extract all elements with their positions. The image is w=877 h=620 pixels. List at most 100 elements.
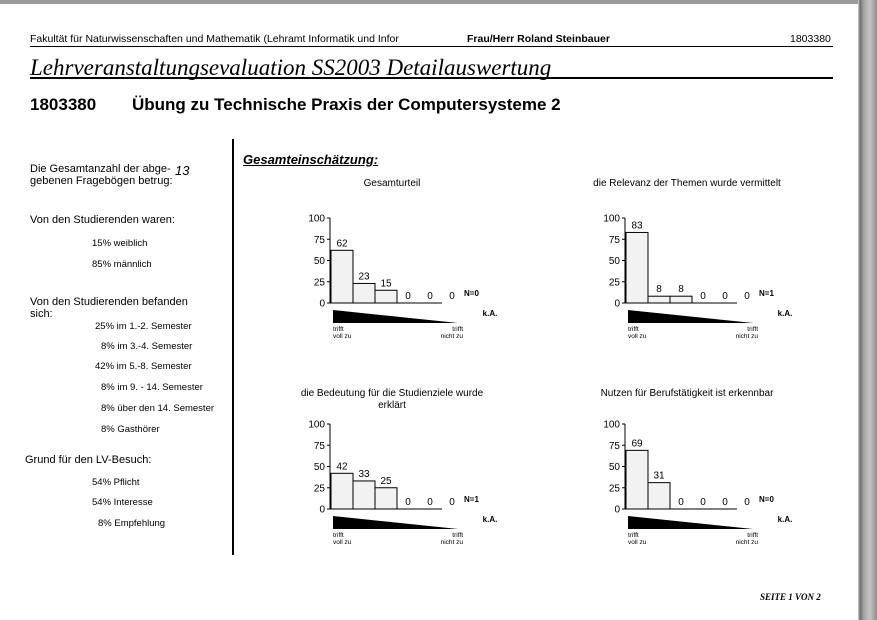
bar: [625, 231, 649, 304]
bar: [647, 482, 671, 510]
scale-right-label: trifft: [747, 326, 758, 333]
gender-label: weiblich: [113, 238, 148, 249]
title-rule: [30, 77, 833, 79]
reason-label: Empfehlung: [114, 518, 166, 529]
semester-label: im 9. - 14. Semester: [117, 382, 203, 393]
scale-right-label: trifft: [452, 326, 463, 333]
data-label: 0: [427, 497, 433, 508]
bar: [374, 289, 398, 304]
n-label: N=0: [759, 495, 774, 504]
scale-right-label: nicht zu: [736, 333, 759, 340]
reason-pct: 8%: [98, 518, 112, 529]
count-label-line2: gebenen Fragebögen betrug:: [30, 175, 173, 187]
data-label: 0: [722, 497, 728, 508]
scan-edge-top: [0, 0, 877, 4]
bar: [647, 295, 671, 304]
y-tick-label: 100: [308, 420, 325, 431]
data-label: 0: [700, 497, 706, 508]
bar-chart-studienziele: 0 25 50 75 100 42 33 25 0 0 0 N=1 k.A. trifft voll zu t…: [305, 416, 535, 556]
header-course-id: 1803380: [790, 33, 831, 45]
scale-right-label: trifft: [747, 532, 758, 539]
scale-right-label: nicht zu: [441, 539, 464, 546]
data-label: 0: [405, 291, 411, 302]
gender-pct: 85%: [92, 259, 112, 270]
document-title: Lehrveranstaltungsevaluation SS2003 Deta…: [30, 55, 552, 80]
reason-heading: Grund für den LV-Besuch:: [25, 454, 152, 466]
y-tick-label: 50: [609, 462, 621, 473]
bar: [330, 472, 354, 510]
gender-pct: 15%: [92, 238, 112, 249]
y-tick-label: 75: [314, 441, 326, 452]
semester-label: im 3.-4. Semester: [117, 341, 193, 352]
scale-left-label: trifft: [628, 326, 639, 333]
data-label: 0: [744, 291, 750, 302]
semester-item: 8% Gasthörer: [101, 423, 160, 436]
data-label: 0: [722, 291, 728, 302]
bar-chart-berufstaetigkeit: 0 25 50 75 100 69 31 0 0 0 0 N=0 k.A. trifft voll zu tr…: [600, 416, 830, 556]
course-number: 1803380: [30, 95, 97, 114]
scale-left-label: voll zu: [628, 539, 647, 546]
semester-heading-line2: sich:: [30, 308, 53, 320]
data-label: 33: [358, 469, 370, 480]
scan-edge-right: [858, 0, 877, 620]
scale-left-label: voll zu: [333, 539, 352, 546]
n-label: N=1: [464, 495, 479, 504]
data-label: 0: [744, 497, 750, 508]
bar: [625, 449, 649, 510]
bar: [374, 487, 398, 510]
ka-label: k.A.: [483, 515, 498, 524]
y-tick-label: 50: [314, 256, 326, 267]
chart-title: die Relevanz der Themen wurde vermittelt: [593, 178, 781, 189]
ka-label: k.A.: [483, 309, 498, 318]
page-footer: SEITE 1 VON 2: [760, 592, 821, 602]
semester-pct: 8%: [101, 382, 115, 393]
scale-left-label: trifft: [333, 532, 344, 539]
header-faculty: Fakultät für Naturwissenschaften und Mat…: [30, 33, 399, 45]
y-tick-label: 0: [319, 505, 325, 516]
y-tick-label: 75: [314, 235, 326, 246]
y-tick-label: 50: [609, 256, 621, 267]
ka-label: k.A.: [778, 309, 793, 318]
y-tick-label: 75: [609, 235, 621, 246]
scale-left-label: voll zu: [333, 333, 352, 340]
chart-title-line1: die Bedeutung für die Studienziele wurde: [300, 388, 484, 399]
semester-pct: 8%: [101, 403, 115, 414]
count-label-line1: Die Gesamtanzahl der abge-: [30, 163, 171, 175]
semester-label: Gasthörer: [117, 424, 160, 435]
scale-wedge: [628, 310, 753, 323]
chart-title: Gesamturteil: [363, 178, 421, 189]
y-tick-label: 25: [609, 277, 621, 288]
course-title: Übung zu Technische Praxis der Computers…: [132, 95, 561, 114]
semester-item: 8% im 9. - 14. Semester: [101, 381, 203, 394]
reason-item: 8% Empfehlung: [98, 517, 165, 530]
reason-pct: 54%: [92, 497, 112, 508]
data-label: 62: [336, 238, 348, 249]
data-label: 0: [678, 497, 684, 508]
scale-wedge: [628, 516, 753, 529]
scale-wedge: [333, 516, 458, 529]
scale-left-label: trifft: [333, 326, 344, 333]
semester-item: 8% über den 14. Semester: [101, 402, 214, 415]
bar: [352, 282, 376, 304]
data-label: 8: [678, 284, 684, 295]
semester-pct: 25%: [95, 321, 115, 332]
y-tick-label: 0: [319, 299, 325, 310]
chart-title-line2: erklärt: [378, 400, 406, 411]
scale-left-label: voll zu: [628, 333, 647, 340]
y-tick-label: 0: [614, 299, 620, 310]
y-tick-label: 100: [308, 214, 325, 225]
semester-item: 25% im 1.-2. Semester: [95, 320, 192, 333]
reason-item: 54% Pflicht: [92, 476, 140, 489]
header-rule: [30, 46, 833, 47]
chart-title: die Bedeutung für die Studienziele wurde…: [262, 388, 522, 412]
semester-item: 8% im 3.-4. Semester: [101, 340, 192, 353]
bar-chart-relevanz: 0 25 50 75 100 83 8 8 0 0 0 N=1 k.A. trifft voll zu tri…: [600, 210, 830, 350]
data-label: 0: [449, 497, 455, 508]
scale-left-label: trifft: [628, 532, 639, 539]
bar: [669, 295, 693, 304]
n-label: N=0: [464, 289, 479, 298]
data-label: 83: [631, 220, 643, 231]
semester-label: im 1.-2. Semester: [116, 321, 192, 332]
